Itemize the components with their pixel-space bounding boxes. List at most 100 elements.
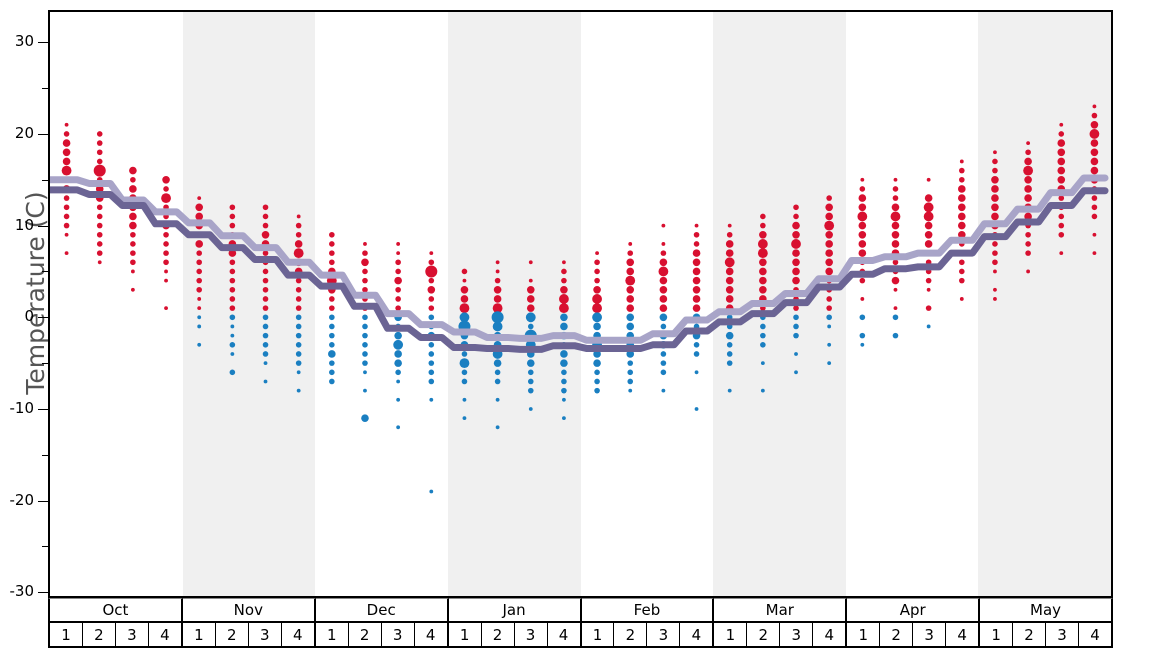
- week-label-jan-3[interactable]: 3: [514, 623, 548, 648]
- week-label-nov-3[interactable]: 3: [248, 623, 282, 648]
- week-label-mar-3[interactable]: 3: [780, 623, 814, 648]
- scatter-point: [329, 369, 335, 376]
- week-label-dec-2[interactable]: 2: [348, 623, 382, 648]
- scatter-point: [262, 277, 269, 284]
- week-label-apr-1[interactable]: 1: [847, 623, 881, 648]
- scatter-point: [263, 361, 268, 366]
- scatter-point: [858, 194, 867, 202]
- scatter-point: [229, 305, 236, 311]
- scatter-point: [130, 241, 136, 247]
- month-label-nov[interactable]: Nov: [182, 598, 316, 623]
- scatter-point: [725, 249, 734, 257]
- week-label-oct-3[interactable]: 3: [115, 623, 149, 648]
- scatter-point: [626, 258, 635, 267]
- week-label-dec-1[interactable]: 1: [315, 623, 349, 648]
- scatter-point: [692, 295, 701, 303]
- scatter-point: [1089, 129, 1100, 139]
- week-label-may-1[interactable]: 1: [980, 623, 1014, 648]
- scatter-point: [992, 250, 998, 256]
- scatter-point: [428, 314, 435, 321]
- scatter-point: [660, 323, 667, 330]
- week-label-may-4[interactable]: 4: [1079, 623, 1113, 648]
- scatter-point: [230, 333, 235, 338]
- scatter-point: [959, 259, 965, 266]
- month-label-mar[interactable]: Mar: [714, 598, 848, 623]
- week-label-apr-3[interactable]: 3: [913, 623, 947, 648]
- week-label-apr-4[interactable]: 4: [946, 623, 981, 648]
- scatter-point: [295, 277, 302, 284]
- scatter-point: [362, 286, 368, 293]
- week-label-jan-4[interactable]: 4: [547, 623, 582, 648]
- scatter-point: [196, 268, 202, 275]
- scatter-point: [294, 240, 303, 248]
- week-label-mar-4[interactable]: 4: [813, 623, 848, 648]
- scatter-point: [725, 331, 734, 340]
- week-label-mar-1[interactable]: 1: [714, 623, 748, 648]
- scatter-point: [329, 323, 335, 330]
- scatter-point: [329, 314, 335, 321]
- week-label-nov-2[interactable]: 2: [215, 623, 249, 648]
- week-label-nov-1[interactable]: 1: [182, 623, 216, 648]
- scatter-point: [892, 186, 899, 192]
- week-label-may-2[interactable]: 2: [1013, 623, 1047, 648]
- scatter-point: [794, 370, 798, 375]
- week-label-nov-4[interactable]: 4: [281, 623, 316, 648]
- week-label-mar-2[interactable]: 2: [747, 623, 781, 648]
- week-label-may-3[interactable]: 3: [1046, 623, 1080, 648]
- week-label-feb-1[interactable]: 1: [581, 623, 615, 648]
- week-label-dec-4[interactable]: 4: [414, 623, 449, 648]
- month-label-dec[interactable]: Dec: [315, 598, 449, 623]
- scatter-point: [993, 297, 997, 301]
- scatter-point: [263, 379, 268, 384]
- scatter-point: [560, 359, 568, 367]
- week-label-jan-2[interactable]: 2: [481, 623, 515, 648]
- scatter-point: [196, 259, 202, 266]
- month-band-nov: [182, 12, 316, 596]
- scatter-point: [626, 304, 635, 312]
- scatter-point: [1090, 157, 1099, 166]
- scatter-point: [196, 277, 202, 284]
- week-label-apr-2[interactable]: 2: [880, 623, 914, 648]
- y-tick-30: [38, 42, 48, 44]
- scatter-point: [725, 276, 734, 285]
- scatter-point: [1025, 241, 1031, 247]
- scatter-point: [993, 287, 997, 292]
- week-label-oct-4[interactable]: 4: [148, 623, 183, 648]
- scatter-point: [97, 260, 102, 265]
- scatter-point: [1058, 231, 1065, 238]
- scatter-point: [96, 131, 103, 137]
- month-label-jan[interactable]: Jan: [448, 598, 582, 623]
- scatter-point: [362, 342, 368, 348]
- week-label-oct-1[interactable]: 1: [48, 623, 83, 648]
- scatter-point: [61, 165, 72, 176]
- scatter-point: [229, 342, 236, 348]
- month-label-feb[interactable]: Feb: [581, 598, 715, 623]
- scatter-point: [562, 416, 566, 421]
- week-label-oct-2[interactable]: 2: [82, 623, 116, 648]
- scatter-point: [526, 359, 535, 367]
- week-label-feb-3[interactable]: 3: [647, 623, 681, 648]
- scatter-point: [130, 287, 135, 292]
- week-label-feb-2[interactable]: 2: [614, 623, 648, 648]
- week-label-jan-1[interactable]: 1: [448, 623, 482, 648]
- scatter-point: [164, 278, 168, 283]
- month-label-oct[interactable]: Oct: [48, 598, 183, 623]
- scatter-point: [262, 342, 269, 348]
- scatter-point: [395, 259, 401, 266]
- scatter-point: [197, 324, 202, 329]
- scatter-point: [625, 275, 636, 286]
- scatter-point: [826, 195, 832, 201]
- scatter-point: [262, 323, 269, 330]
- scatter-point: [528, 407, 533, 411]
- scatter-point: [163, 241, 169, 247]
- month-label-apr[interactable]: Apr: [847, 598, 981, 623]
- scatter-point: [692, 258, 701, 267]
- week-label-dec-3[interactable]: 3: [381, 623, 415, 648]
- scatter-point: [660, 369, 667, 376]
- scatter-point: [892, 259, 899, 266]
- scatter-point: [428, 277, 435, 284]
- week-label-feb-4[interactable]: 4: [680, 623, 715, 648]
- scatter-point: [827, 324, 832, 329]
- scatter-point: [858, 221, 867, 230]
- month-label-may[interactable]: May: [980, 598, 1113, 623]
